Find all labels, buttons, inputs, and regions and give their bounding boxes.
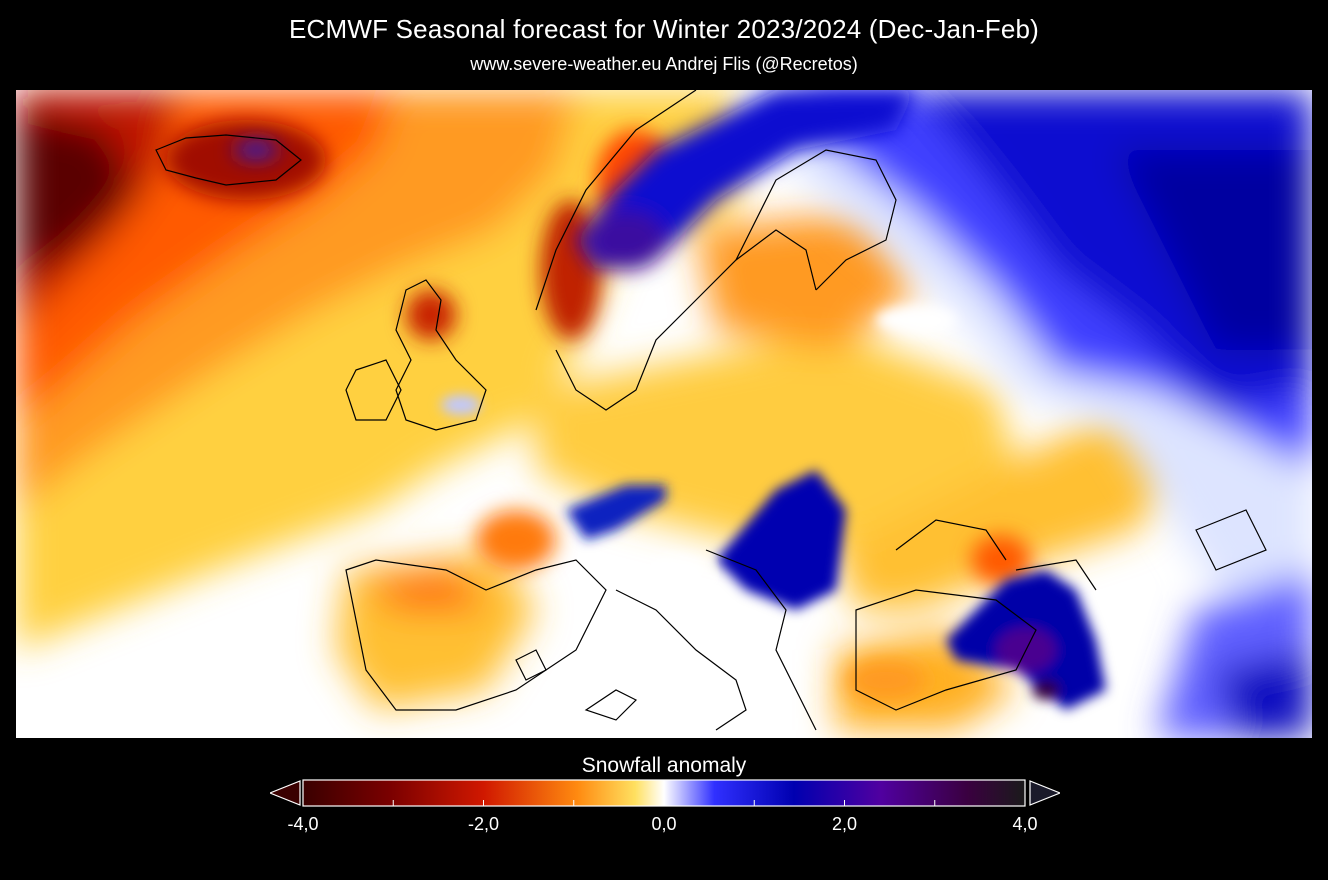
colorbar-tick-label: -4,0 [287, 814, 319, 834]
snowfall-anomaly-map [16, 90, 1312, 738]
colorbar-title: Snowfall anomaly [581, 754, 747, 777]
page-subtitle: www.severe-weather.eu Andrej Flis (@Recr… [470, 54, 858, 74]
negative-anomaly-field [16, 90, 1196, 730]
colorbar-tick-label: 2,0 [831, 814, 858, 834]
coastlines [155, 90, 1267, 731]
colorbar-tick-label: 0,0 [651, 814, 677, 834]
page-title: ECMWF Seasonal forecast for Winter 2023/… [289, 14, 1039, 44]
map-field [16, 90, 1312, 738]
colorbar-tick-label: -2,0 [467, 814, 500, 834]
colorbar-high-extend [1029, 780, 1060, 806]
colorbar [270, 779, 1060, 807]
colorbar-low-extend [270, 780, 301, 806]
positive-anomaly-field [736, 90, 1312, 738]
colorbar-tick-label: 4,0 [1012, 814, 1038, 834]
